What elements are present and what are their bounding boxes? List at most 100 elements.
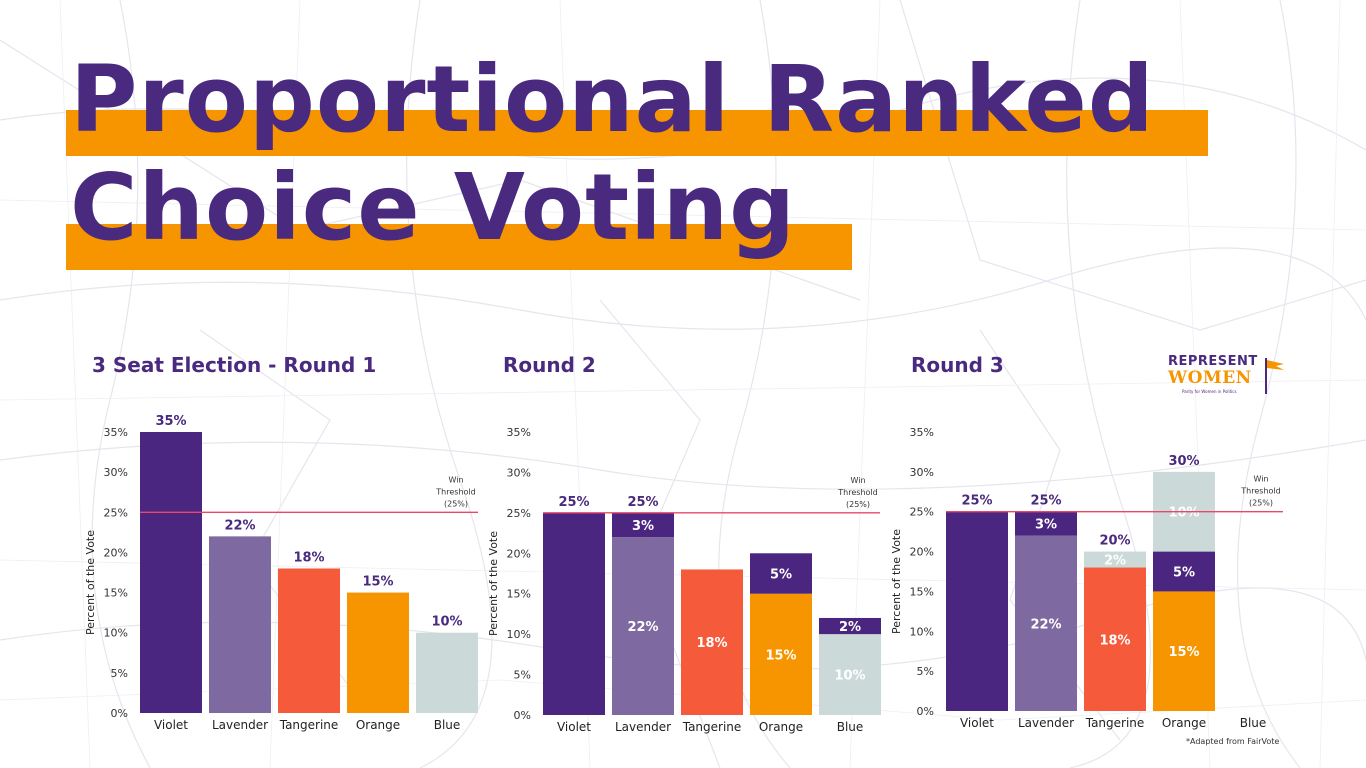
y-tick-label: 35% <box>507 426 531 439</box>
bar-total-label: 25% <box>1030 494 1061 509</box>
y-tick-label: 10% <box>104 627 128 640</box>
y-tick-label: 0% <box>111 707 128 720</box>
segment-label: 22% <box>1030 617 1061 632</box>
y-tick-label: 25% <box>507 507 531 520</box>
bar-segment-tangerine-tangerine <box>681 569 743 715</box>
segment-label: 18% <box>696 636 727 651</box>
x-tick-label: Tangerine <box>279 718 339 732</box>
y-tick-label: 35% <box>910 426 934 439</box>
y-tick-label: 10% <box>910 625 934 638</box>
segment-label: 5% <box>1173 566 1195 581</box>
x-tick-label: Lavender <box>212 718 268 732</box>
x-tick-label: Blue <box>1240 716 1267 730</box>
bar-segment-tangerine-tangerine <box>278 568 340 713</box>
bar-segment-tangerine-tangerine <box>1084 567 1146 711</box>
bar-segment-orange-orange <box>347 592 409 713</box>
bar-segment-lavender-lavender <box>209 536 271 713</box>
segment-label: 3% <box>632 519 654 534</box>
y-tick-label: 0% <box>917 705 934 718</box>
bar-segment-lavender-lavender <box>612 537 674 715</box>
logo-line-1: REPRESENT <box>1168 354 1258 369</box>
segment-label: 10% <box>834 669 865 684</box>
segment-label: 18% <box>1099 633 1130 648</box>
y-tick-label: 20% <box>104 546 128 559</box>
x-tick-label: Tangerine <box>1085 716 1145 730</box>
y-tick-label: 15% <box>104 587 128 600</box>
bar-segment-orange-violet <box>750 553 812 594</box>
segment-label: 22% <box>627 620 658 635</box>
bar-total-label: 30% <box>1168 454 1199 469</box>
bar-segment-lavender-lavender <box>1015 535 1077 711</box>
bar-segment-orange-orange <box>750 593 812 715</box>
y-tick-label: 5% <box>514 669 531 682</box>
threshold-label: (25%) <box>444 499 468 508</box>
bar-segment-tangerine-blue <box>1084 551 1146 568</box>
bar-segment-orange-orange <box>1153 591 1215 711</box>
bar-total-label: 35% <box>155 414 186 429</box>
bar-segment-blue-violet <box>819 617 881 635</box>
bar-segment-blue-blue <box>416 632 478 713</box>
x-tick-label: Lavender <box>615 720 671 734</box>
y-axis-label: Percent of the Vote <box>84 530 97 635</box>
threshold-label: (25%) <box>1249 499 1273 508</box>
y-tick-label: 20% <box>507 547 531 560</box>
segment-label: 3% <box>1035 518 1057 533</box>
segment-label: 2% <box>839 620 861 635</box>
threshold-label: Threshold <box>837 488 877 497</box>
bar-total-label: 25% <box>627 495 658 510</box>
x-tick-label: Violet <box>154 718 188 732</box>
x-tick-label: Violet <box>557 720 591 734</box>
y-tick-label: 0% <box>514 709 531 722</box>
chart-title: 3 Seat Election - Round 1 <box>92 353 376 377</box>
page-title-line-2: Choice Voting <box>70 154 796 261</box>
threshold-label: Threshold <box>1240 487 1280 496</box>
y-tick-label: 30% <box>910 466 934 479</box>
bar-total-label: 18% <box>293 550 324 565</box>
segment-label: 15% <box>1168 645 1199 660</box>
y-tick-label: 35% <box>104 426 128 439</box>
footnote: *Adapted from FairVote <box>1186 737 1280 746</box>
x-tick-label: Blue <box>434 718 461 732</box>
bar-segment-orange-violet <box>1153 551 1215 592</box>
x-tick-label: Violet <box>960 716 994 730</box>
logo-line-2: WOMEN <box>1168 368 1252 388</box>
title-highlight-1 <box>66 110 1208 156</box>
y-tick-label: 15% <box>910 585 934 598</box>
bar-total-label: 20% <box>1099 534 1130 549</box>
y-tick-label: 5% <box>111 667 128 680</box>
flag-icon <box>1265 358 1284 394</box>
chart-title: Round 2 <box>503 353 596 377</box>
x-tick-label: Orange <box>1162 716 1206 730</box>
represent-women-logo: REPRESENT WOMEN Parity for Women in Poli… <box>1168 354 1288 400</box>
segment-label: 5% <box>770 568 792 583</box>
threshold-label: Win <box>448 475 463 484</box>
x-tick-label: Lavender <box>1018 716 1074 730</box>
y-tick-label: 5% <box>917 665 934 678</box>
y-tick-label: 25% <box>104 506 128 519</box>
bar-total-label: 22% <box>224 518 255 533</box>
threshold-label: Threshold <box>435 487 475 496</box>
bar-total-label: 10% <box>431 615 462 630</box>
segment-label: 2% <box>1104 554 1126 569</box>
segment-label: 15% <box>765 648 796 663</box>
y-axis-label: Percent of the Vote <box>487 531 500 636</box>
bar-total-label: 15% <box>362 575 393 590</box>
chart-title: Round 3 <box>911 353 1004 377</box>
y-tick-label: 15% <box>507 588 531 601</box>
page-title-line-1: Proportional Ranked <box>70 46 1155 153</box>
bar-segment-violet-violet <box>543 512 605 715</box>
x-tick-label: Orange <box>759 720 803 734</box>
y-tick-label: 10% <box>507 628 531 641</box>
bar-segment-lavender-violet <box>1015 511 1077 536</box>
y-tick-label: 25% <box>910 506 934 519</box>
x-tick-label: Tangerine <box>682 720 742 734</box>
segment-label: 10% <box>1168 506 1199 521</box>
x-tick-label: Orange <box>356 718 400 732</box>
y-tick-label: 30% <box>104 466 128 479</box>
y-tick-label: 30% <box>507 466 531 479</box>
threshold-label: (25%) <box>846 500 870 509</box>
logo-tagline: Parity for Women in Politics <box>1182 389 1237 394</box>
bar-total-label: 25% <box>558 495 589 510</box>
threshold-label: Win <box>1253 475 1268 484</box>
